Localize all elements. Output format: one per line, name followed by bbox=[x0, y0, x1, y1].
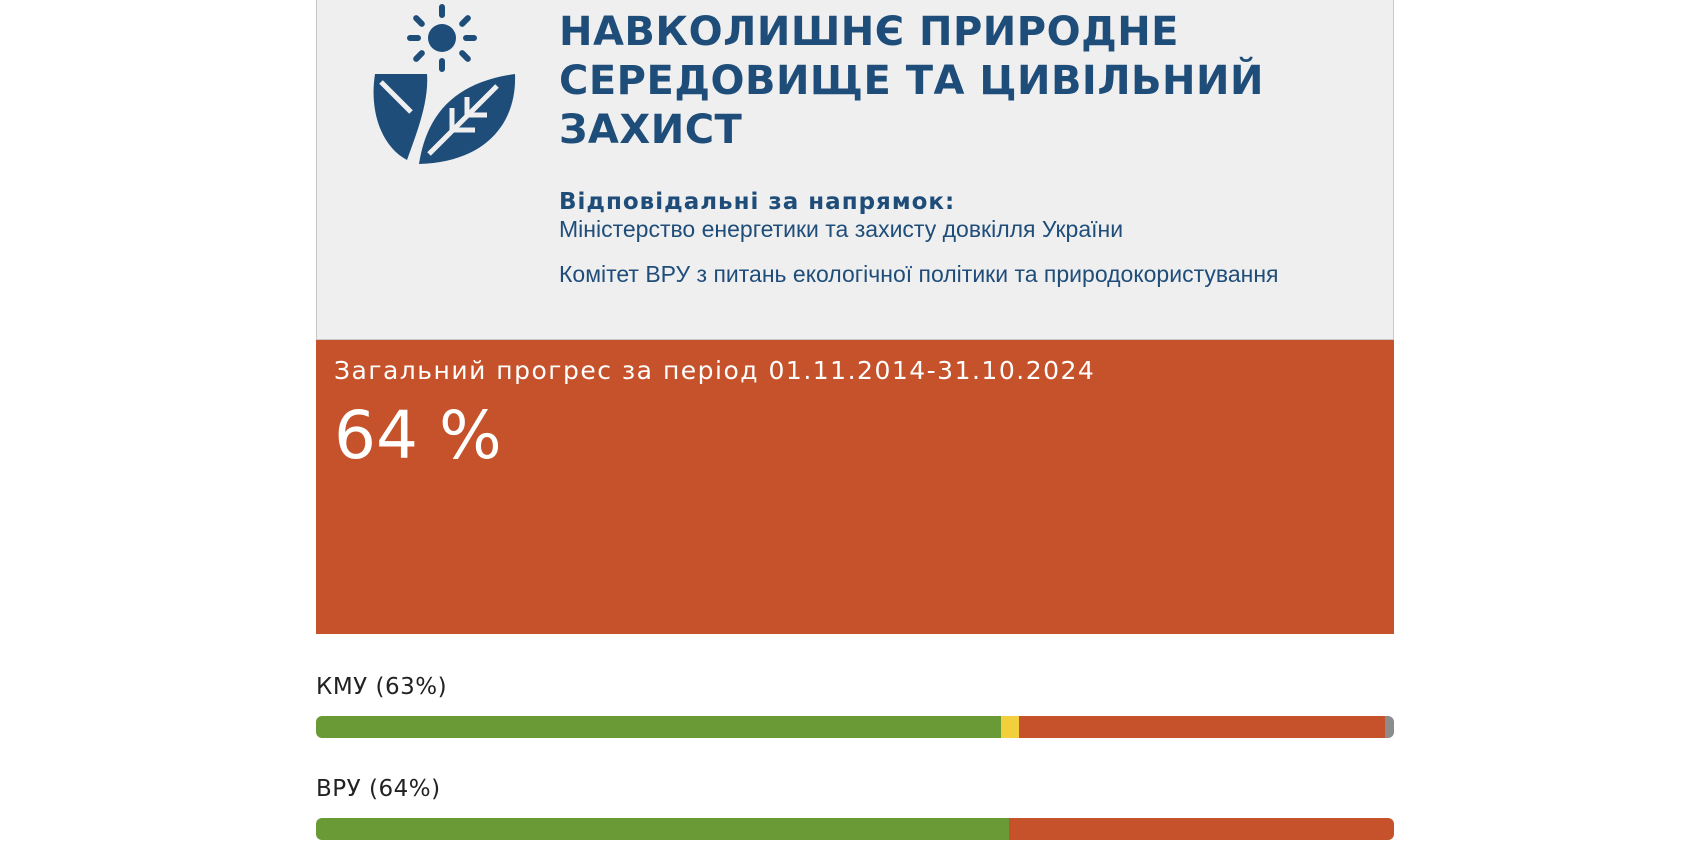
bar-segment bbox=[316, 716, 1001, 738]
progress-bar bbox=[316, 716, 1394, 738]
progress-panel: Загальний прогрес за період 01.11.2014-3… bbox=[316, 340, 1394, 634]
bar-label: КМУ (63%) bbox=[316, 674, 448, 700]
header-text: НАВКОЛИШНЄ ПРИРОДНЕ СЕРЕДОВИЩЕ ТА ЦИВІЛЬ… bbox=[559, 8, 1279, 289]
bar-segment bbox=[1000, 716, 1019, 738]
responsible-body: Комітет ВРУ з питань екологічної політик… bbox=[559, 261, 1279, 287]
responsible-body: Міністерство енергетики та захисту довкі… bbox=[559, 216, 1124, 242]
progress-bar bbox=[316, 818, 1394, 840]
progress-value: 64 % bbox=[334, 397, 502, 474]
header: НАВКОЛИШНЄ ПРИРОДНЕ СЕРЕДОВИЩЕ ТА ЦИВІЛЬ… bbox=[316, 0, 1394, 340]
bar-segment bbox=[1385, 716, 1394, 738]
responsible-label: Відповідальні за напрямок: bbox=[559, 189, 956, 215]
bar-segment bbox=[1018, 716, 1386, 738]
bars: КМУ (63%) ВРУ (64%) bbox=[316, 674, 1394, 840]
bar-label: ВРУ (64%) bbox=[316, 776, 441, 802]
bar-segment bbox=[1009, 818, 1394, 840]
direction-card: НАВКОЛИШНЄ ПРИРОДНЕ СЕРЕДОВИЩЕ ТА ЦИВІЛЬ… bbox=[316, 0, 1394, 840]
bar-segment bbox=[316, 818, 1010, 840]
progress-label: Загальний прогрес за період 01.11.2014-3… bbox=[334, 356, 1096, 385]
title: НАВКОЛИШНЄ ПРИРОДНЕ СЕРЕДОВИЩЕ ТА ЦИВІЛЬ… bbox=[559, 9, 1264, 153]
icon bbox=[373, 4, 516, 164]
